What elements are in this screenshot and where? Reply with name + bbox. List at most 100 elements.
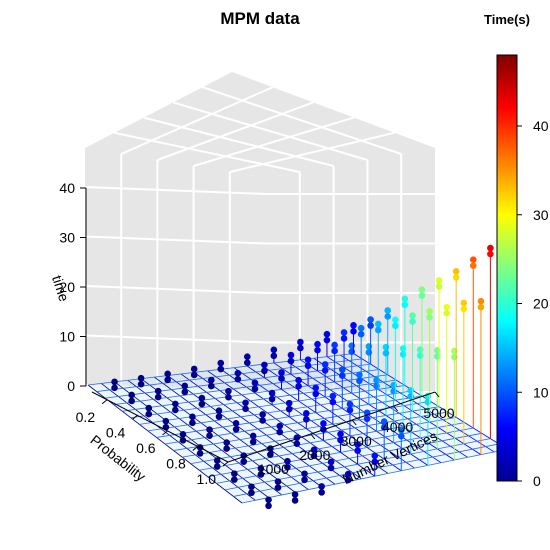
data-point <box>373 382 380 390</box>
data-point <box>357 324 365 332</box>
grid-line <box>172 101 368 161</box>
data-point <box>371 452 379 460</box>
data-point <box>477 303 485 311</box>
data-point <box>181 382 189 390</box>
data-point <box>337 436 344 444</box>
data-point <box>304 356 312 364</box>
data-point <box>248 483 255 491</box>
data-point <box>384 307 392 314</box>
data-point <box>208 376 215 384</box>
z-tick-label: 20 <box>59 279 75 295</box>
data-point <box>318 489 325 496</box>
y-tick <box>192 446 199 451</box>
data-point <box>276 422 284 430</box>
data-point <box>111 378 118 386</box>
data-point <box>329 392 337 400</box>
grid-line <box>120 86 274 155</box>
data-point <box>329 398 337 406</box>
data-point <box>409 318 416 325</box>
data-point <box>162 417 170 425</box>
data-point <box>398 426 405 434</box>
data-point <box>145 404 153 412</box>
data-point <box>331 347 338 355</box>
data-point <box>303 415 310 423</box>
data-point <box>295 382 302 390</box>
data-point <box>382 343 390 351</box>
z-tick-label: 40 <box>59 180 75 196</box>
data-point <box>287 357 295 365</box>
y-tick <box>162 430 168 436</box>
data-point <box>278 369 285 376</box>
data-point <box>401 301 409 309</box>
data-point <box>285 405 293 413</box>
data-point <box>374 326 382 334</box>
y-tick-label: 0.2 <box>76 409 96 425</box>
data-point <box>356 377 363 385</box>
x-tick <box>393 405 398 412</box>
data-point <box>318 483 325 490</box>
data-point <box>303 409 310 417</box>
data-point <box>217 365 225 373</box>
data-point <box>172 400 179 408</box>
data-point <box>297 344 304 352</box>
data-point <box>128 397 135 405</box>
colorbar-tick-label: 0 <box>533 473 541 489</box>
data-point <box>190 365 198 373</box>
data-point <box>443 309 451 317</box>
data-point <box>363 415 371 423</box>
data-point <box>435 283 443 290</box>
data-point <box>380 424 388 431</box>
data-point <box>321 367 329 374</box>
data-point <box>301 476 308 484</box>
grid-line <box>193 116 355 167</box>
data-point <box>208 382 215 390</box>
data-point <box>320 420 327 427</box>
data-point <box>460 305 468 313</box>
data-point <box>244 359 251 367</box>
colorbar-tick-label: 20 <box>533 296 549 312</box>
data-point <box>310 446 318 454</box>
data-point <box>374 320 382 328</box>
data-point <box>407 387 415 394</box>
data-point <box>340 329 348 336</box>
data-point <box>164 376 171 384</box>
data-point <box>348 342 356 349</box>
data-point <box>323 330 331 338</box>
data-point <box>249 432 257 440</box>
data-point <box>399 351 407 358</box>
data-point <box>371 458 379 466</box>
data-point <box>223 439 230 446</box>
data-point <box>304 362 312 370</box>
colorbar-tick-label: 40 <box>533 118 549 134</box>
data-point <box>251 379 259 387</box>
grid-line <box>157 101 314 161</box>
axes: 0 10 20 30 40 0.2 0.4 0.6 0.8 1.0 1000 2000 3000 4000… <box>59 180 454 487</box>
grid-line <box>202 86 402 155</box>
data-point <box>416 346 424 353</box>
data-point <box>215 413 223 420</box>
data-point <box>426 314 433 321</box>
data-point <box>206 426 213 433</box>
data-point <box>287 351 295 359</box>
data-point <box>285 399 293 407</box>
data-point <box>270 346 278 354</box>
y-tick <box>101 399 108 405</box>
x-tick <box>351 419 357 426</box>
data-point <box>344 476 352 484</box>
data-point <box>242 399 249 407</box>
data-point <box>409 312 416 319</box>
data-point <box>426 308 433 315</box>
data-point <box>270 352 278 360</box>
data-point <box>477 297 485 305</box>
data-point <box>198 394 206 402</box>
data-point <box>234 369 242 377</box>
data-point <box>198 400 206 408</box>
data-point <box>249 438 257 446</box>
data-point <box>487 250 494 258</box>
data-point <box>274 484 282 491</box>
data-point <box>251 385 259 393</box>
data-point <box>297 338 304 346</box>
data-point <box>154 393 162 401</box>
top-panel <box>85 72 435 178</box>
data-point <box>338 366 346 373</box>
